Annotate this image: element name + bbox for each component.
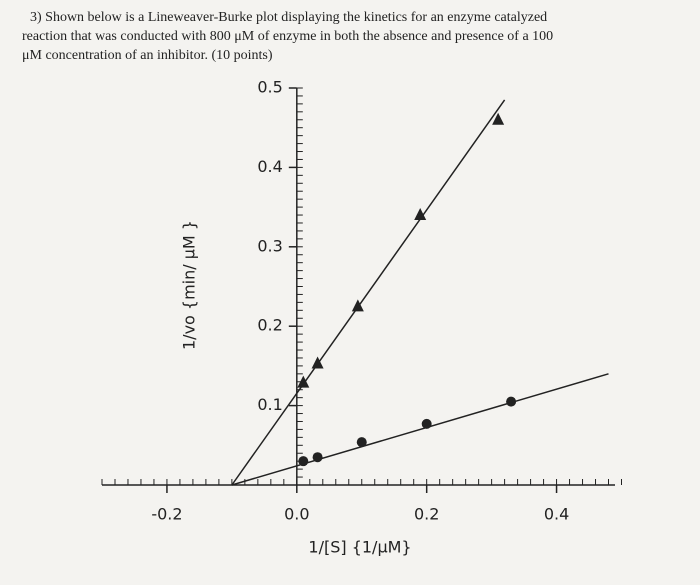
question-line: reaction that was conducted with 800 μM … <box>22 29 553 44</box>
x-tick-label: -0.2 <box>151 505 182 524</box>
x-tick-label: 0.0 <box>284 505 309 524</box>
question-line: 3) Shown below is a Lineweaver-Burke plo… <box>30 10 547 25</box>
y-tick-label: 0.3 <box>257 236 282 255</box>
triangle-point <box>297 375 310 388</box>
triangle-point <box>311 356 324 369</box>
question-line: μM concentration of an inhibitor. (10 po… <box>22 48 273 63</box>
y-axis-label: 1/vo {min/ μM } <box>180 220 199 350</box>
y-tick-label: 0.5 <box>257 78 282 97</box>
fit-line <box>231 373 609 486</box>
y-tick-label: 0.2 <box>257 316 282 335</box>
triangle-point <box>492 112 505 125</box>
x-axis-label: 1/[S] {1/μM} <box>308 538 411 557</box>
fit-line <box>231 99 506 486</box>
x-tick-label: 0.4 <box>544 505 569 524</box>
triangle-point <box>414 208 427 221</box>
y-tick-label: 0.1 <box>257 395 282 414</box>
triangle-point <box>351 299 364 312</box>
circle-point <box>356 437 367 448</box>
circle-point <box>506 396 517 407</box>
y-tick-label: 0.4 <box>257 157 282 176</box>
x-tick-label: 0.2 <box>414 505 439 524</box>
